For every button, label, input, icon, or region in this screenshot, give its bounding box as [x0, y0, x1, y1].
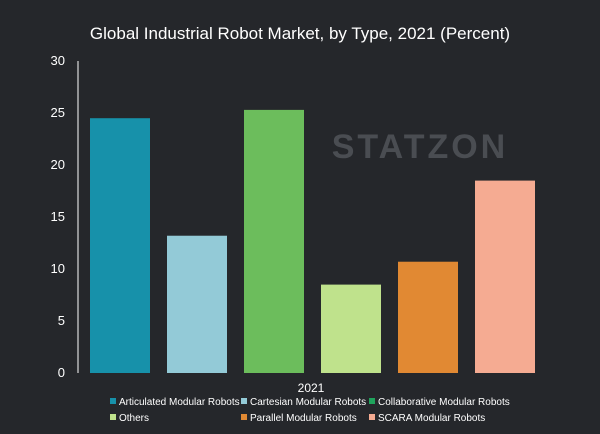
- x-axis-categories: 2021: [298, 381, 325, 395]
- legend-swatch: [369, 398, 375, 404]
- legend-swatch: [369, 414, 375, 420]
- bar-scara-modular-robots: [475, 180, 535, 373]
- y-tick-label: 15: [51, 209, 65, 224]
- legend-swatch: [241, 398, 247, 404]
- legend-label: Articulated Modular Robots: [119, 397, 240, 408]
- bar-cartesian-modular-robots: [167, 235, 227, 373]
- y-tick-label: 25: [51, 105, 65, 120]
- chart-title: Global Industrial Robot Market, by Type,…: [90, 24, 510, 43]
- y-tick-label: 10: [51, 261, 65, 276]
- legend-label: Others: [119, 413, 149, 424]
- x-category-label: 2021: [298, 381, 325, 395]
- legend-label: Collaborative Modular Robots: [378, 397, 510, 408]
- bar-collaborative-modular-robots: [244, 109, 304, 373]
- bar-articulated-modular-robots: [90, 118, 150, 373]
- y-tick-label: 20: [51, 157, 65, 172]
- legend: Articulated Modular Robots Cartesian Modu…: [110, 397, 510, 424]
- legend-label: Parallel Modular Robots: [250, 413, 357, 424]
- legend-swatch: [110, 398, 116, 404]
- legend-swatch: [110, 414, 116, 420]
- legend-label: Cartesian Modular Robots: [250, 397, 366, 408]
- bars: [90, 109, 535, 373]
- y-tick-label: 30: [51, 53, 65, 68]
- bar-others: [321, 284, 381, 373]
- y-tick-label: 0: [58, 365, 65, 380]
- bar-parallel-modular-robots: [398, 261, 458, 373]
- y-tick-label: 5: [58, 313, 65, 328]
- legend-label: SCARA Modular Robots: [378, 413, 485, 424]
- y-axis-ticks: 0 5 10 15 20 25 30: [51, 53, 65, 380]
- watermark-text: STATZON: [332, 128, 509, 166]
- legend-swatch: [241, 414, 247, 420]
